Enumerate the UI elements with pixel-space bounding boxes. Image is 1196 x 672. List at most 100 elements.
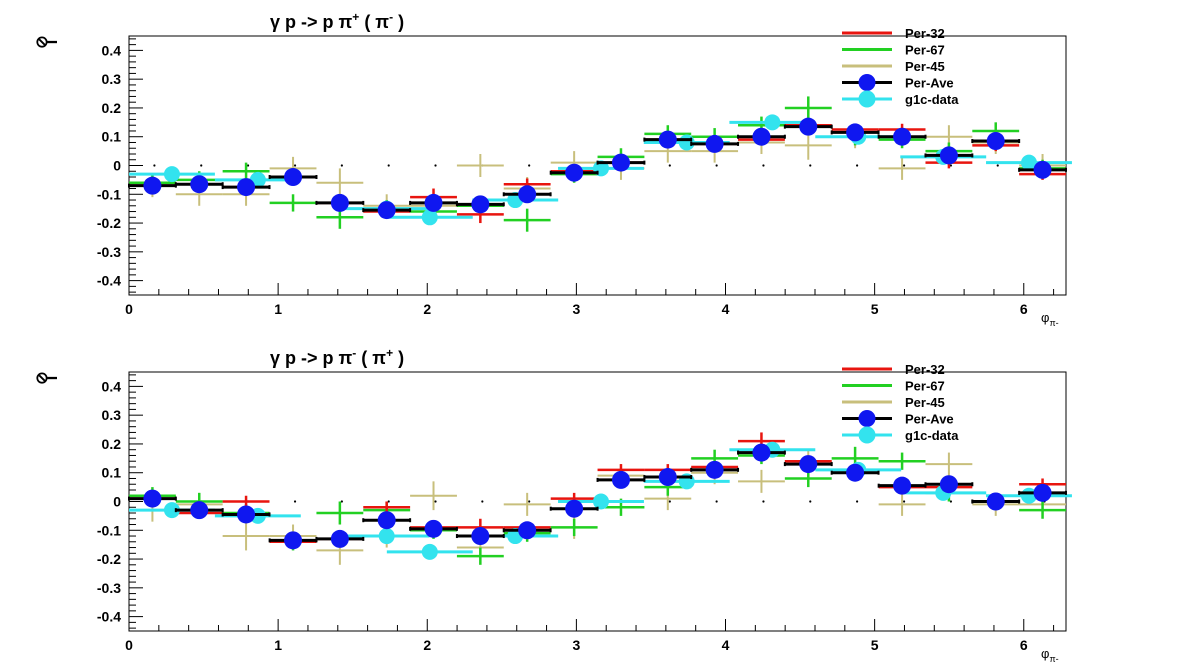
y-tick-label: 0.1 [102, 129, 122, 145]
x-axis-label-sub: π- [1049, 318, 1058, 328]
y-tick-label: -0.3 [97, 580, 121, 596]
legend-marker-per-ave [858, 410, 876, 427]
legend-label: Per-67 [905, 43, 945, 58]
y-tick-label: -0.1 [97, 186, 121, 202]
per-ave-marker [705, 134, 724, 153]
g1c-marker [592, 493, 609, 510]
x-tick-label: 6 [1020, 301, 1028, 317]
per-ave-marker [1033, 160, 1052, 179]
per-ave-marker [799, 455, 818, 474]
per-ave-marker [658, 468, 677, 487]
per-ave-marker [424, 519, 443, 538]
x-axis-label: φπ- [1041, 310, 1059, 328]
title-mid: ( π [359, 12, 389, 32]
reference-dot [902, 500, 906, 503]
y-tick-label: -0.1 [97, 522, 121, 538]
panel-2: 0.40.30.20.10-0.1-0.2-0.3-0.40 1 2 3 4 5 6γ p … [34, 346, 1072, 664]
y-axis-label-accent: ⊘ [34, 35, 51, 48]
reference-dot [200, 164, 203, 167]
y-tick-label: 0 [113, 494, 121, 510]
y-tick-label: -0.4 [97, 609, 121, 625]
per-ave-marker [939, 146, 958, 165]
per-ave-marker [190, 501, 209, 520]
per-ave-marker [799, 117, 818, 136]
legend-marker-g1c-data [858, 426, 876, 444]
per-ave-marker [518, 521, 537, 540]
reference-dot [434, 164, 437, 167]
g1c-marker [764, 114, 781, 131]
per-ave-marker [518, 185, 537, 204]
per-ave-marker [752, 127, 771, 146]
x-axis-label-main: φ [1041, 646, 1049, 661]
reference-dot [715, 500, 718, 503]
y-axis-label: I⊘ [34, 35, 61, 48]
g1c-marker [378, 528, 395, 545]
per-ave-marker [986, 132, 1005, 151]
reference-dot [762, 164, 765, 167]
legend-label: Per-67 [905, 379, 945, 394]
per-ave-marker [658, 130, 677, 149]
x-tick-label: 0 [125, 637, 133, 653]
g1c-marker [163, 166, 180, 183]
per-ave-marker [565, 163, 584, 182]
per-ave-marker [1033, 483, 1052, 502]
reference-dot [293, 500, 297, 503]
x-tick-label: 1 [274, 637, 282, 653]
per-ave-marker [846, 123, 865, 142]
reference-dot [715, 164, 718, 167]
g1c-marker [421, 209, 438, 226]
y-tick-label: 0.3 [102, 407, 122, 423]
g1c-marker [421, 543, 438, 560]
reference-dot [809, 500, 812, 503]
per-ave-marker [330, 193, 349, 212]
per-ave-marker [237, 178, 256, 197]
y-tick-label: 0 [113, 158, 121, 174]
title-main: γ p -> p π [270, 348, 353, 368]
reference-dot [949, 500, 953, 503]
per-ave-marker [752, 443, 771, 462]
reference-dot [246, 164, 250, 167]
title-end: ) [393, 348, 404, 368]
per-ave-marker [143, 489, 162, 508]
per-ave-marker [377, 201, 396, 220]
x-tick-label: 5 [871, 637, 879, 653]
per-ave-marker [284, 168, 303, 187]
per-ave-marker [705, 460, 724, 479]
y-axis-label: I⊘ [34, 371, 61, 384]
reference-dot [996, 164, 999, 167]
legend-label: Per-32 [905, 362, 945, 377]
reference-dot [762, 500, 765, 503]
x-tick-label: 0 [125, 301, 133, 317]
per-ave-marker [237, 505, 256, 524]
reference-dot [434, 500, 437, 503]
x-axis-label-main: φ [1041, 310, 1049, 325]
per-ave-marker [565, 499, 584, 518]
per-ave-marker [986, 492, 1005, 511]
reference-dot [153, 164, 156, 167]
panel-1: 0.40.30.20.10-0.1-0.2-0.3-0.40 1 2 3 4 5 6γ p … [34, 10, 1072, 328]
per-ave-marker [143, 176, 162, 195]
per-ave-marker [190, 175, 209, 194]
x-tick-label: 2 [423, 637, 431, 653]
reference-dot [528, 500, 531, 503]
x-axis-label: φπ- [1041, 646, 1059, 664]
legend-label: g1c-data [905, 92, 959, 107]
legend-label: g1c-data [905, 428, 959, 443]
x-tick-label: 4 [722, 301, 730, 317]
legend-label: Per-Ave [905, 412, 954, 427]
x-tick-label: 4 [722, 637, 730, 653]
chart-title: γ p -> p π- ( π+ ) [270, 346, 404, 368]
reference-dot [902, 164, 906, 167]
y-tick-label: -0.3 [97, 244, 121, 260]
reference-dot [949, 164, 953, 167]
reference-dot [856, 164, 859, 167]
title-sup: - [352, 346, 356, 360]
reference-dot [668, 500, 671, 503]
x-tick-label: 1 [274, 301, 282, 317]
y-tick-label: -0.2 [97, 551, 121, 567]
y-tick-label: 0.4 [102, 42, 122, 58]
legend-marker-g1c-data [858, 90, 876, 108]
x-tick-label: 3 [572, 301, 580, 317]
